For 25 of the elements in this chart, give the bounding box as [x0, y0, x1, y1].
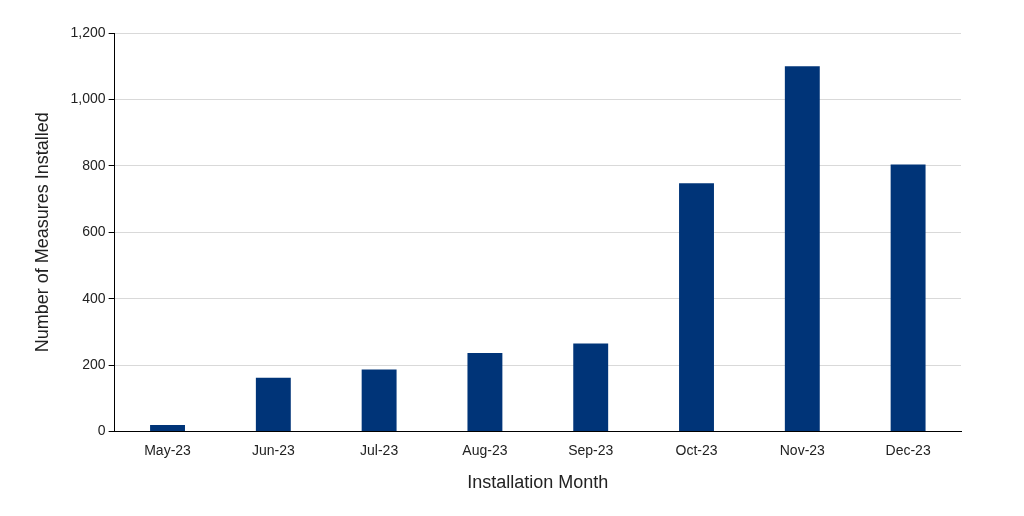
y-tick-label: 800: [82, 156, 106, 173]
bar: [784, 66, 820, 432]
y-tick-label: 1,200: [70, 23, 106, 40]
y-tick-label: 400: [82, 289, 106, 306]
bar: [679, 183, 714, 432]
x-axis-title: Installation Month: [467, 472, 609, 493]
x-tick-label: Nov-23: [779, 441, 826, 458]
bar: [361, 369, 397, 432]
bar: [150, 424, 185, 432]
x-tick-label: Jun-23: [251, 441, 295, 458]
bar: [467, 352, 503, 432]
y-tick-label: 600: [82, 223, 106, 240]
bar: [255, 377, 291, 432]
x-tick-label: Oct-23: [675, 441, 718, 458]
x-tick-label: Sep-23: [568, 441, 614, 458]
y-tick-label: 1,000: [70, 90, 106, 107]
y-axis-title: Number of Measures Installed: [31, 112, 52, 353]
y-tick-label: 200: [82, 356, 106, 373]
x-tick-label: Aug-23: [462, 441, 508, 458]
x-tick-label: May-23: [144, 441, 192, 458]
bar: [890, 164, 926, 432]
x-tick-label: Dec-23: [885, 441, 931, 458]
x-tick-label: Jul-23: [360, 441, 399, 458]
bar: [573, 343, 609, 432]
y-tick-label: 0: [97, 422, 106, 439]
